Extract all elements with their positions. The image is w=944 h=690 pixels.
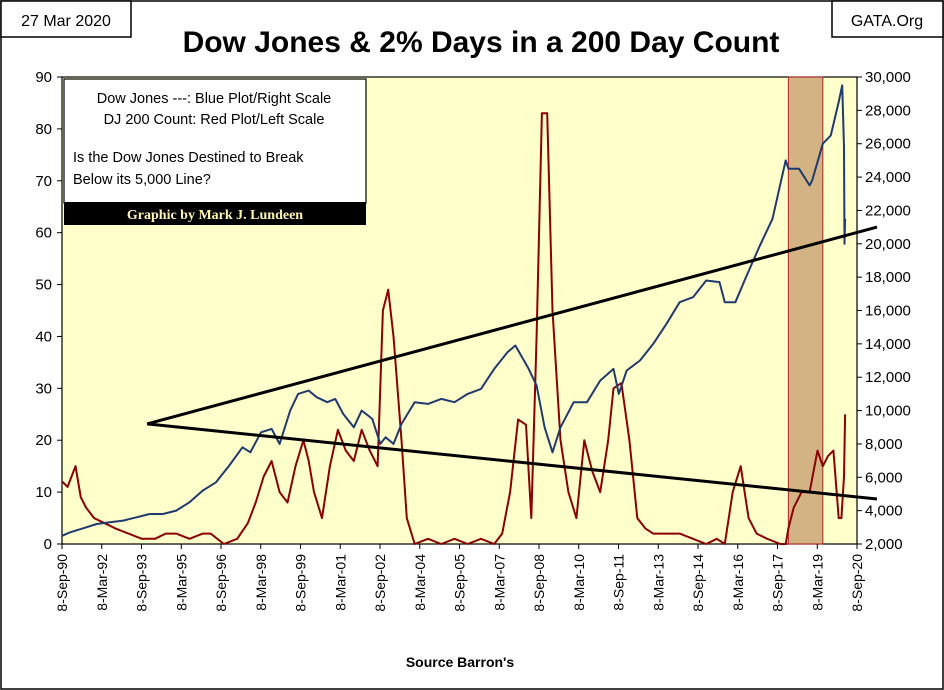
left-tick-label: 30 — [35, 380, 52, 397]
left-tick-label: 50 — [35, 277, 52, 294]
series-layer — [61, 84, 847, 545]
axes-layer: 0 10 20 30 40 50 60 70 80 90 2,000 4,000 6,000 8,000 1… — [35, 69, 911, 612]
right-tick-label: 26,000 — [865, 136, 911, 153]
right-tick-label: 14,000 — [865, 336, 911, 353]
date-label: 27 Mar 2020 — [21, 13, 111, 30]
left-tick-label: 40 — [35, 328, 52, 345]
x-tick-label: 8-Sep-08 — [531, 554, 547, 612]
right-tick-label: 24,000 — [865, 169, 911, 186]
x-tick-label: 8-Mar-10 — [571, 554, 587, 611]
legend-count-line: DJ 200 Count: Red Plot/Left Scale — [104, 112, 325, 128]
x-tick-label: 8-Mar-01 — [332, 554, 348, 611]
left-tick-label: 20 — [35, 432, 52, 449]
right-tick-label: 16,000 — [865, 303, 911, 320]
x-tick-label: 8-Sep-05 — [452, 554, 468, 612]
right-tick-label: 8,000 — [865, 436, 903, 453]
x-tick-label: 8-Sep-11 — [611, 554, 627, 611]
upper-trend-line — [146, 225, 878, 426]
x-tick-label: 8-Sep-99 — [293, 554, 309, 612]
x-tick-label: 8-Mar-92 — [94, 554, 110, 611]
x-tick-label: 8-Mar-13 — [650, 554, 666, 611]
date-box — [0, 0, 132, 38]
shaded-region-layer — [787, 76, 824, 545]
left-tick-label: 90 — [35, 69, 52, 86]
right-tick-label: 4,000 — [865, 503, 903, 520]
right-tick-label: 12,000 — [865, 369, 911, 386]
x-tick-label: 8-Mar-19 — [809, 554, 825, 611]
x-tick-label: 8-Sep-20 — [849, 554, 865, 612]
credit-box — [64, 202, 366, 225]
left-tick-label: 80 — [35, 121, 52, 138]
right-tick-label: 30,000 — [865, 69, 911, 86]
x-tick-label: 8-Mar-98 — [253, 554, 269, 611]
left-tick-label: 0 — [44, 536, 52, 553]
lower-trend-line — [146, 422, 878, 501]
right-tick-label: 2,000 — [865, 536, 903, 553]
legend-dow-line: Dow Jones ---: Blue Plot/Right Scale — [97, 91, 332, 107]
x-tick-label: 8-Sep-93 — [134, 554, 150, 612]
left-tick-label: 10 — [35, 484, 52, 501]
credit-label: Graphic by Mark J. Lundeen — [127, 208, 303, 223]
source-tag-box — [831, 0, 944, 38]
right-tick-label: 18,000 — [865, 269, 911, 286]
legend-question-line1: Is the Dow Jones Destined to Break — [73, 150, 304, 166]
x-tick-label: 8-Mar-95 — [173, 554, 189, 611]
source-tag-label: GATA.Org — [851, 13, 923, 30]
source-footer: Source Barron's — [406, 654, 515, 670]
right-tick-label: 10,000 — [865, 403, 911, 420]
left-tick-label: 70 — [35, 173, 52, 190]
right-tick-label: 20,000 — [865, 236, 911, 253]
x-tick-label: 8-Sep-96 — [213, 554, 229, 612]
right-tick-label: 28,000 — [865, 102, 911, 119]
left-tick-label: 60 — [35, 225, 52, 242]
x-tick-label: 8-Sep-17 — [770, 554, 786, 612]
x-tick-label: 8-Sep-14 — [690, 554, 706, 612]
x-tick-label: 8-Mar-04 — [412, 554, 428, 611]
right-tick-label: 6,000 — [865, 469, 903, 486]
x-tick-label: 8-Sep-90 — [54, 554, 70, 612]
x-tick-label: 8-Sep-02 — [372, 554, 388, 612]
trend-lines-layer — [146, 225, 878, 501]
count-series-line — [61, 112, 847, 545]
right-tick-label: 22,000 — [865, 202, 911, 219]
dow-series-line — [61, 84, 847, 537]
legend-question-line2: Below its 5,000 Line? — [73, 172, 211, 188]
shaded-region — [787, 76, 824, 545]
x-tick-label: 8-Mar-16 — [730, 554, 746, 611]
legend-box — [63, 78, 367, 204]
chart-title: Dow Jones & 2% Days in a 200 Day Count — [183, 26, 780, 59]
x-tick-label: 8-Mar-07 — [491, 554, 507, 611]
